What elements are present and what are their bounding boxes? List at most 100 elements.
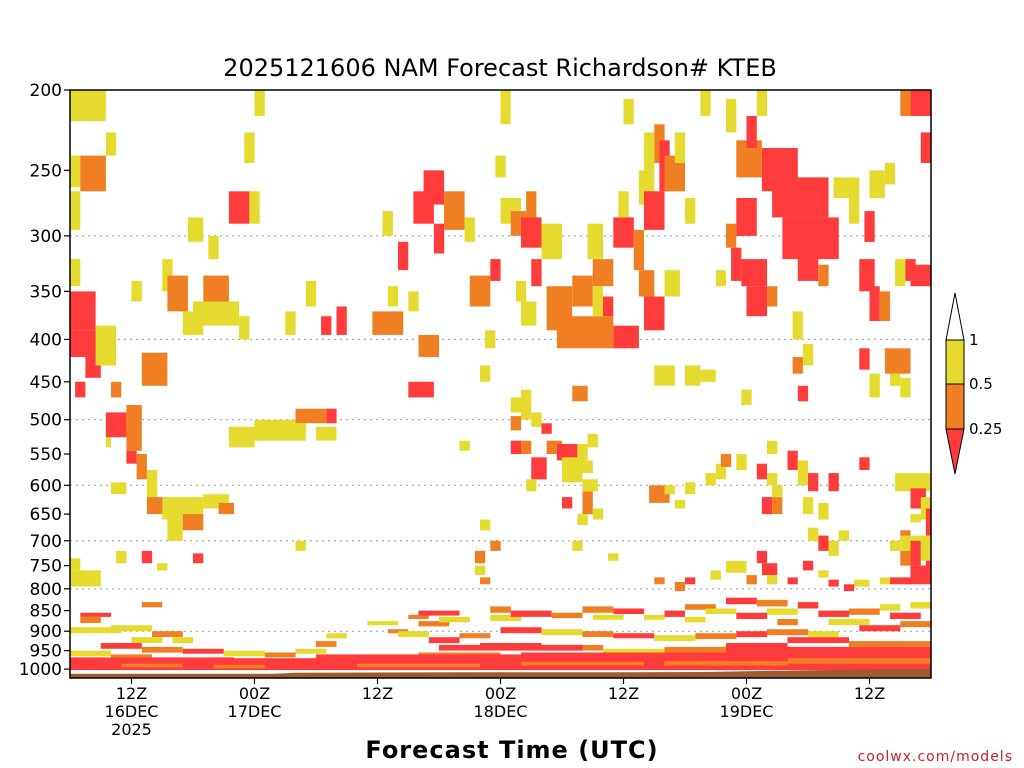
cell-294: [808, 631, 839, 638]
cell-123: [802, 343, 814, 366]
cell-10: [75, 381, 86, 398]
colorbar-yellow: [945, 339, 965, 385]
cell-120: [746, 286, 767, 317]
cell-20: [162, 497, 204, 520]
cell-169: [715, 463, 727, 480]
xtick-label-0-1: 16DEC: [105, 702, 159, 721]
cell-206: [116, 550, 127, 564]
cell-281: [890, 612, 921, 619]
cell-95: [685, 198, 696, 224]
xtick-label-1-1: 17DEC: [228, 702, 282, 721]
cell-26: [131, 280, 142, 302]
cell-215: [480, 519, 491, 531]
cell-198: [910, 540, 921, 566]
cell-99: [654, 365, 675, 386]
cell-185: [818, 535, 829, 551]
cell-144: [510, 397, 521, 413]
cell-232: [854, 579, 870, 587]
cell-299: [603, 648, 665, 654]
cell-186: [828, 540, 839, 556]
cell-302: [787, 637, 849, 644]
cell-163: [592, 508, 604, 520]
cell-182: [818, 502, 829, 520]
cell-241: [100, 643, 142, 649]
cell-83: [613, 325, 639, 349]
cell-138: [900, 377, 911, 398]
cell-280: [879, 604, 901, 611]
cell-59: [418, 334, 439, 357]
cell-91: [644, 191, 665, 230]
cell-187: [838, 530, 850, 541]
cell-55: [423, 170, 445, 205]
cell-77: [556, 316, 614, 349]
cell-312: [213, 664, 265, 669]
cell-217: [608, 553, 619, 561]
cell-159: [562, 497, 573, 509]
cell-202: [890, 577, 911, 585]
cell-255: [418, 621, 450, 627]
cell-44: [316, 426, 337, 441]
cell-16: [136, 454, 147, 480]
cell-216: [572, 540, 583, 551]
cell-113: [869, 170, 885, 198]
cell-167: [685, 482, 696, 495]
cell-94: [674, 132, 686, 163]
cell-257: [398, 631, 429, 638]
x-axis-label: Forecast Time (UTC): [365, 736, 658, 764]
cell-39: [228, 426, 255, 448]
cell-151: [526, 479, 537, 492]
ytick-label-550: 550: [30, 445, 62, 465]
cell-271: [705, 608, 737, 614]
cell-208: [157, 563, 168, 571]
cell-147: [510, 416, 521, 431]
cell-305: [70, 657, 234, 662]
cell-181: [802, 497, 814, 515]
cell-227: [787, 577, 798, 585]
cell-18: [146, 470, 158, 498]
cell-11: [111, 381, 122, 398]
cell-205: [70, 558, 81, 571]
cell-80: [592, 259, 614, 287]
cell-132: [900, 90, 911, 116]
cell-249: [316, 641, 337, 647]
cell-70: [526, 191, 537, 218]
colorbar-label-1: 1: [969, 331, 979, 349]
cell-177: [772, 497, 783, 515]
cell-188: [859, 457, 870, 470]
cell-88: [644, 132, 655, 171]
cell-46: [305, 280, 317, 307]
cell-289: [613, 633, 655, 639]
cell-122: [792, 311, 803, 340]
cell-214: [490, 540, 501, 551]
cell-195: [900, 530, 911, 541]
cell-301: [726, 643, 788, 649]
cell-127: [879, 291, 891, 321]
xtick-label-0-2: 2025: [111, 720, 152, 739]
cell-116: [726, 223, 737, 248]
ytick-label-250: 250: [30, 161, 62, 181]
xtick-label-3-0: 00Z: [485, 684, 516, 703]
cell-64: [485, 330, 496, 349]
xtick-label-0-0: 12Z: [116, 684, 147, 703]
cell-304: [70, 660, 931, 671]
cell-136: [884, 348, 911, 374]
cell-149: [521, 440, 532, 454]
cell-189: [895, 473, 911, 492]
cell-170: [720, 454, 732, 467]
cell-313: [357, 663, 480, 668]
cell-268: [664, 610, 685, 617]
cell-231: [843, 584, 855, 592]
cell-104: [756, 90, 768, 116]
xtick-label-2-0: 12Z: [362, 684, 393, 703]
cell-283: [900, 621, 932, 628]
ground-layer: [70, 668, 931, 678]
cell-285: [859, 625, 901, 632]
cell-272: [726, 597, 757, 605]
cell-47: [321, 316, 332, 335]
cell-58: [464, 217, 475, 242]
cell-82: [603, 296, 614, 317]
cell-276: [777, 619, 798, 626]
cell-243: [182, 648, 224, 654]
cell-200: [900, 550, 911, 566]
